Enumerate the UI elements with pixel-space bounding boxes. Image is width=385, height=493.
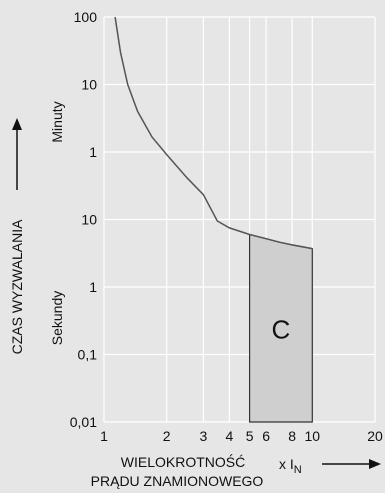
sekundy-unit-label: Sekundy [49, 291, 65, 345]
x-axis-title-line1: WIELOKROTNOŚĆ [121, 453, 245, 470]
x-axis-unit: x IN [279, 456, 302, 476]
minuty-unit-label: Minuty [49, 101, 65, 142]
trip-curve [114, 16, 313, 250]
y-tick-label-4: 1 [89, 279, 97, 295]
y-axis-title: CZAS WYZWALANIA [9, 219, 25, 354]
x-tick-label-1: 2 [163, 428, 171, 444]
curve-layer [114, 16, 313, 250]
x-tick-labels: 1 2 3 4 5 6 8 10 20 [100, 428, 383, 444]
band-label-c: C [272, 315, 291, 345]
y-tick-label-3: 10 [81, 212, 97, 228]
x-axis-arrow [322, 459, 381, 469]
y-tick-label-2: 1 [89, 144, 97, 160]
x-tick-label-5: 6 [262, 428, 270, 444]
x-tick-label-6: 8 [288, 428, 296, 444]
grid-lines [103, 16, 376, 423]
x-tick-label-2: 3 [199, 428, 207, 444]
band-layer: C [249, 233, 313, 423]
y-tick-label-1: 10 [81, 77, 97, 93]
y-tick-label-6: 0,01 [70, 414, 97, 430]
x-tick-label-7: 10 [305, 428, 321, 444]
x-tick-label-8: 20 [367, 428, 383, 444]
x-axis-unit-main: x I [279, 456, 294, 472]
x-tick-label-3: 4 [226, 428, 234, 444]
x-tick-label-0: 1 [100, 428, 108, 444]
y-axis-arrow [12, 118, 22, 190]
x-axis-unit-sub: N [294, 464, 302, 476]
y-tick-labels: 100 10 1 10 1 0,1 0,01 [70, 9, 97, 430]
y-tick-label-0: 100 [74, 9, 98, 25]
x-tick-label-4: 5 [246, 428, 254, 444]
x-axis-title-line2: PRĄDU ZNAMIONOWEGO [91, 473, 264, 489]
y-tick-label-5: 0,1 [78, 347, 98, 363]
